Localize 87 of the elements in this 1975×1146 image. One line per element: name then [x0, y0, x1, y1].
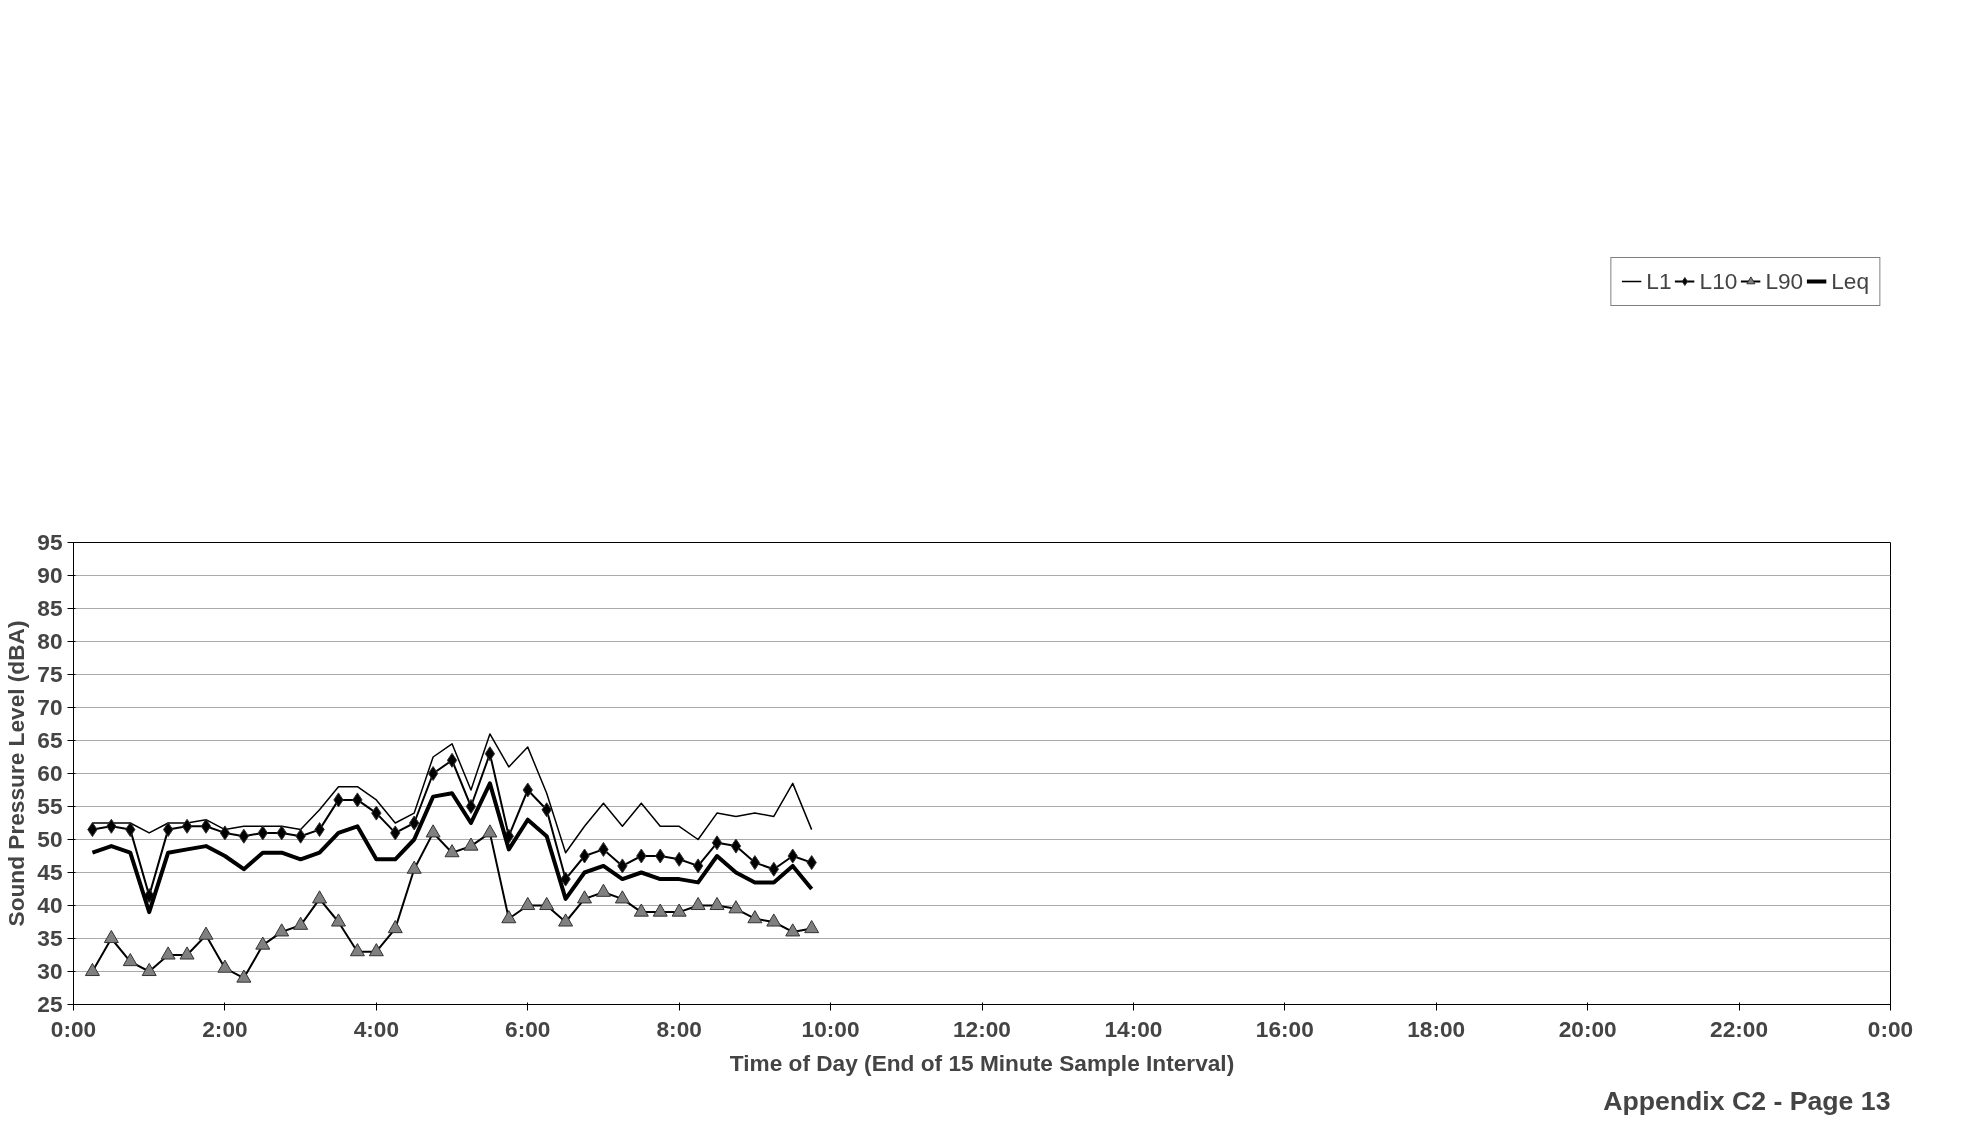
point: [312, 890, 328, 904]
y-tick-label: 65: [37, 727, 63, 753]
point: [577, 890, 593, 904]
x-tick-label: 8:00: [656, 1015, 702, 1042]
y-tick-label: 85: [37, 595, 63, 621]
point: [633, 903, 649, 917]
point: [122, 953, 138, 967]
text: Appendix C2 - Page 13: [1603, 1085, 1891, 1116]
x-tick-label: 20:00: [1558, 1015, 1617, 1042]
legend-label: L10: [1699, 267, 1738, 295]
point: [711, 835, 723, 851]
y-tick-label: 40: [37, 892, 63, 918]
point: [217, 959, 233, 973]
point: [482, 824, 498, 838]
x-tick-label: 12:00: [953, 1015, 1011, 1042]
point: [709, 896, 725, 911]
y-tick-label: 75: [37, 661, 63, 687]
point: [766, 913, 782, 927]
point: [804, 920, 820, 934]
point: [671, 903, 687, 917]
point: [730, 838, 742, 854]
point: [330, 913, 346, 927]
point: [141, 962, 157, 977]
point: [444, 844, 460, 858]
point: [728, 900, 744, 914]
y-tick-label: 70: [37, 694, 63, 720]
point: [236, 969, 252, 983]
x-tick-label: 0:00: [50, 1015, 97, 1042]
point: [484, 746, 496, 762]
point: [652, 903, 668, 917]
x-tick-label: 0:00: [1867, 1015, 1914, 1042]
point: [349, 943, 365, 957]
legend-label: L90: [1765, 267, 1804, 295]
point: [84, 962, 100, 977]
point: [749, 855, 761, 871]
y-tick-label: 25: [37, 991, 63, 1017]
point: [595, 883, 611, 897]
y-tick-label: 35: [37, 925, 63, 951]
point: [274, 923, 290, 937]
point: [539, 896, 555, 911]
legend-label: L1: [1646, 267, 1672, 295]
point: [103, 929, 119, 944]
point: [463, 837, 479, 851]
point: [785, 923, 801, 937]
point: [162, 822, 174, 838]
point: [501, 910, 517, 924]
point: [160, 946, 176, 960]
x-axis-title: Time of Day (End of 15 Minute Sample Interval): [729, 1049, 1235, 1076]
point: [198, 926, 214, 940]
point: [219, 825, 231, 841]
point: [690, 896, 706, 911]
point: [747, 910, 763, 924]
point: [293, 916, 309, 930]
point: [520, 896, 536, 911]
point: [255, 936, 271, 950]
y-tick-label: 50: [37, 826, 63, 852]
point: [614, 890, 630, 904]
point: [692, 858, 704, 874]
point: [427, 766, 439, 781]
point: [446, 752, 458, 768]
y-tick-label: 55: [37, 793, 63, 819]
y-tick-label: 90: [37, 562, 63, 588]
point: [200, 818, 212, 834]
point: [558, 913, 574, 927]
point: [181, 818, 193, 834]
x-tick-label: 6:00: [505, 1015, 551, 1042]
x-tick-label: 10:00: [801, 1015, 860, 1042]
y-tick-label: 30: [37, 958, 63, 984]
y-axis-title: Sound Pressure Level (dBA): [3, 620, 30, 927]
point: [238, 828, 250, 844]
point: [387, 920, 403, 934]
x-tick-label: 16:00: [1255, 1015, 1314, 1042]
x-tick-label: 4:00: [353, 1015, 400, 1042]
x-tick-label: 2:00: [202, 1015, 248, 1042]
x-tick-label: 18:00: [1407, 1015, 1466, 1042]
y-tick-label: 45: [37, 859, 63, 885]
y-tick-label: 95: [37, 529, 63, 555]
y-tick-label: 80: [37, 628, 63, 654]
x-tick-label: 22:00: [1710, 1015, 1769, 1042]
legend-label: Leq: [1831, 267, 1869, 295]
point: [406, 860, 422, 874]
point: [368, 943, 384, 957]
point: [465, 799, 477, 814]
point: [179, 946, 195, 960]
x-tick-label: 14:00: [1104, 1015, 1163, 1042]
point: [425, 824, 441, 838]
y-tick-label: 60: [37, 760, 63, 786]
